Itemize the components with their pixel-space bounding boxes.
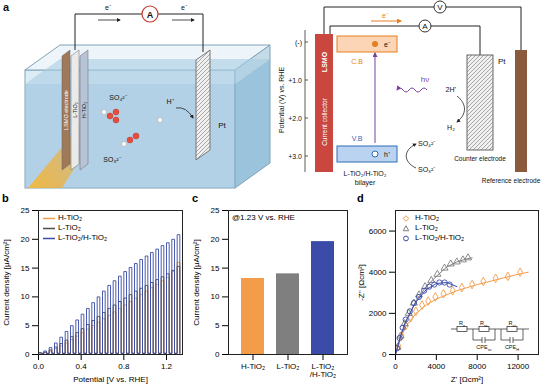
svg-text:5: 5 [25,321,30,330]
svg-text:1.2: 1.2 [161,362,173,371]
svg-text:12000: 12000 [507,362,530,371]
svg-text:+2.0: +2.0 [288,115,302,122]
svg-text:2000: 2000 [369,309,387,318]
svg-text:L-TiO₂: L-TiO₂ [72,102,78,118]
svg-text:25: 25 [211,206,220,215]
svg-text:CPEsc: CPEsc [476,344,491,351]
svg-text:4000: 4000 [369,268,387,277]
svg-text:Potential [V vs. RHE]: Potential [V vs. RHE] [73,375,148,384]
svg-text:hν: hν [421,75,429,84]
svg-text:0: 0 [25,350,30,359]
svg-text:Rsc: Rsc [480,320,488,328]
svg-text:Current density [μA/cm²]: Current density [μA/cm²] [2,239,11,325]
svg-text:0.4: 0.4 [76,362,88,371]
svg-text:H-TiO₂: H-TiO₂ [81,102,87,119]
svg-text:10: 10 [211,292,220,301]
svg-text:CPEH: CPEH [505,344,519,351]
svg-text:Counter electrode: Counter electrode [454,155,506,162]
html-text:L-TiO₂: L-TiO₂ [58,223,81,232]
svg-text:e⁻: e⁻ [181,4,188,11]
svg-text:Z' [Ωcm²]: Z' [Ωcm²] [451,375,483,384]
html-text:c: c [192,192,199,204]
svg-text:Rct: Rct [508,320,516,328]
svg-text:8000: 8000 [468,362,486,371]
svg-text:Current collector: Current collector [321,97,328,146]
svg-text:Current density [μA/cm²]: Current density [μA/cm²] [192,239,201,325]
svg-text:SO₄²⁻: SO₄²⁻ [418,140,436,147]
html-text:H-TiO₂: H-TiO₂ [58,213,83,222]
svg-text:Pt: Pt [218,121,226,130]
svg-text:H⁺: H⁺ [166,98,174,105]
svg-text:+3.0: +3.0 [288,153,302,160]
html-text:b: b [2,192,9,204]
svg-text:e⁻: e⁻ [105,4,112,11]
svg-text:L-TiO₂/H-TiO₂: L-TiO₂/H-TiO₂ [343,170,386,177]
html-text:@1.23 V vs. RHE: @1.23 V vs. RHE [232,213,295,222]
svg-text:L-TiO₂: L-TiO₂ [277,362,300,371]
svg-text:a: a [3,1,10,13]
svg-text:-Z'' [Ωcm²]: -Z'' [Ωcm²] [357,264,366,301]
svg-text:H₂: H₂ [447,124,455,131]
svg-text:0: 0 [215,350,220,359]
svg-text:(-): (-) [295,39,302,47]
svg-text:LSMO: LSMO [321,51,328,72]
svg-text:5: 5 [215,321,220,330]
svg-text:0.8: 0.8 [118,362,130,371]
html-text:L-TiO₂/H-TiO₂: L-TiO₂/H-TiO₂ [58,233,108,242]
svg-text:e⁻: e⁻ [382,12,389,19]
svg-text:20: 20 [211,235,220,244]
html-text:L-TiO₂: L-TiO₂ [415,223,438,232]
svg-text:bilayer: bilayer [355,179,376,187]
svg-text:LSMO electrode: LSMO electrode [63,90,69,130]
svg-text:L-TiO₂/H-TiO₂: L-TiO₂/H-TiO₂ [310,362,336,379]
svg-text:V.B: V.B [352,135,363,142]
svg-text:A: A [422,22,428,31]
svg-text:A: A [147,10,154,20]
html-text:L-TiO₂/H-TiO₂: L-TiO₂/H-TiO₂ [415,233,465,242]
svg-text:Reference electrode: Reference electrode [482,177,541,184]
svg-text:15: 15 [211,264,220,273]
svg-text:Potential (V) vs. RHE: Potential (V) vs. RHE [278,67,286,133]
html-text:H-TiO₂: H-TiO₂ [415,213,440,222]
svg-text:0.0: 0.0 [33,362,45,371]
svg-text:20: 20 [21,235,30,244]
svg-text:V: V [437,3,443,12]
svg-text:SO₃²⁻: SO₃²⁻ [418,166,436,173]
svg-text:0: 0 [393,362,398,371]
svg-text:h⁺: h⁺ [384,151,391,158]
svg-text:C.B: C.B [351,58,363,65]
svg-text:25: 25 [21,206,30,215]
svg-text:+1.0: +1.0 [288,77,302,84]
svg-text:H-TiO₂: H-TiO₂ [241,362,265,371]
svg-text:2H⁺: 2H⁺ [446,86,458,93]
svg-text:10: 10 [21,292,30,301]
html-text:d: d [357,192,364,204]
svg-text:Rs: Rs [459,320,465,328]
svg-text:0: 0 [382,350,387,359]
svg-text:15: 15 [21,264,30,273]
svg-text:e⁻: e⁻ [384,41,391,48]
svg-text:SO₃²⁻: SO₃²⁻ [103,156,121,163]
svg-text:6000: 6000 [369,227,387,236]
svg-text:4000: 4000 [427,362,445,371]
svg-text:SO₄²⁻: SO₄²⁻ [109,94,127,101]
svg-text:Pt: Pt [498,57,506,66]
